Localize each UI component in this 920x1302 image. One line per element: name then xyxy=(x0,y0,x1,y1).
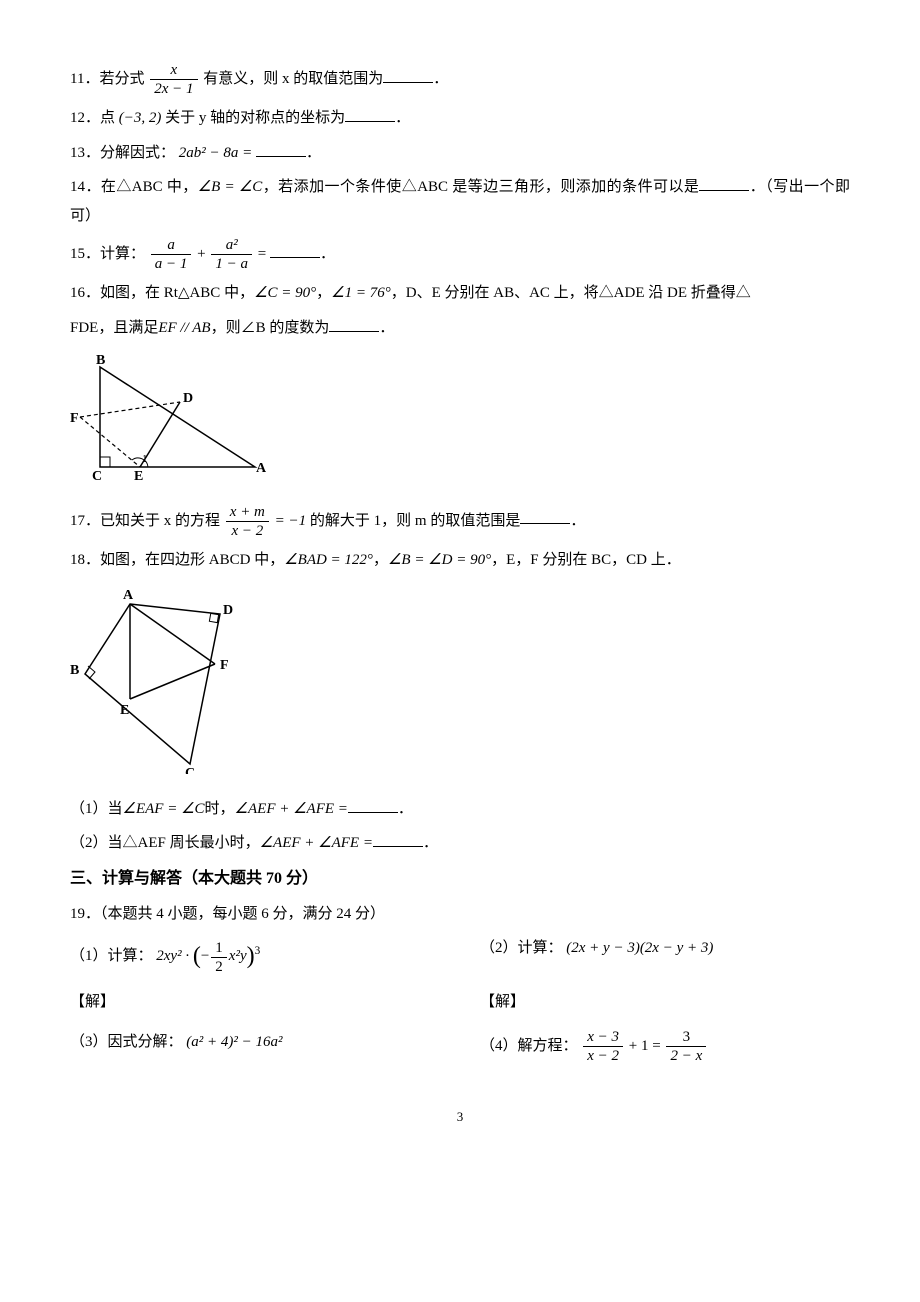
svg-text:B: B xyxy=(70,663,79,678)
question-14: 14．在△ABC 中，∠B = ∠C，若添加一个条件使△ABC 是等边三角形，则… xyxy=(70,173,850,230)
q13-num: 13． xyxy=(70,145,100,161)
question-16: 16．如图，在 Rt△ABC 中，∠C = 90°，∠1 = 76°，D、E 分… xyxy=(70,279,850,308)
question-18: 18．如图，在四边形 ABCD 中，∠BAD = 122°，∠B = ∠D = … xyxy=(70,546,850,575)
q15-num: 15． xyxy=(70,246,100,262)
svg-text:D: D xyxy=(223,603,233,618)
blank xyxy=(520,508,570,524)
question-18-sub2: （2）当△AEF 周长最小时，∠AEF + ∠AFE =． xyxy=(70,829,850,858)
q19-row2: （3）因式分解： (a² + 4)² − 16a² （4）解方程： x − 3 … xyxy=(70,1028,850,1065)
q19-sol-row1: 【解】 【解】 xyxy=(70,988,850,1017)
q19-row1: （1）计算： 2xy² · (−12x²y)3 （2）计算： (2x + y −… xyxy=(70,934,850,980)
q19-part3: （3）因式分解： (a² + 4)² − 16a² xyxy=(70,1028,440,1065)
q16-diagram: B F C E A D 1 xyxy=(70,352,850,493)
q19-num: 19． xyxy=(70,906,100,922)
q19-sol2: 【解】 xyxy=(480,988,850,1017)
q18-num: 18． xyxy=(70,552,100,568)
blank xyxy=(329,316,379,332)
question-12: 12．点 (−3, 2) 关于 y 轴的对称点的坐标为． xyxy=(70,104,850,133)
blank xyxy=(256,141,306,157)
blank xyxy=(383,67,433,83)
question-13: 13．分解因式： 2ab² − 8a = ． xyxy=(70,139,850,168)
svg-text:C: C xyxy=(185,766,195,774)
q11-num: 11． xyxy=(70,71,99,87)
blank xyxy=(373,831,423,847)
q19-sol1: 【解】 xyxy=(70,988,440,1017)
question-11: 11．若分式 x 2x − 1 有意义，则 x 的取值范围为． xyxy=(70,61,850,98)
page-number: 3 xyxy=(70,1105,850,1130)
q11-post: 有意义，则 x 的取值范围为 xyxy=(203,71,383,87)
q11-fraction: x 2x − 1 xyxy=(150,61,197,98)
q19-p4-frac2: 3 2 − x xyxy=(666,1028,706,1065)
question-16-line2: FDE，且满足EF // AB，则∠B 的度数为． xyxy=(70,314,850,343)
q15-frac1: a a − 1 xyxy=(151,236,192,273)
q11-pre: 若分式 xyxy=(99,71,144,87)
svg-text:1: 1 xyxy=(142,453,148,465)
q19-p4-frac1: x − 3 x − 2 xyxy=(583,1028,623,1065)
q17-num: 17． xyxy=(70,512,100,528)
blank xyxy=(699,175,749,191)
q12-num: 12． xyxy=(70,110,100,126)
question-15: 15．计算： a a − 1 + a² 1 − a = ． xyxy=(70,236,850,273)
svg-text:A: A xyxy=(256,461,267,476)
svg-text:D: D xyxy=(183,391,193,406)
q19-part1: （1）计算： 2xy² · (−12x²y)3 xyxy=(70,934,440,980)
svg-text:E: E xyxy=(120,703,129,718)
q15-frac2: a² 1 − a xyxy=(211,236,252,273)
blank xyxy=(348,797,398,813)
svg-text:A: A xyxy=(123,588,134,603)
q19-part2: （2）计算： (2x + y − 3)(2x − y + 3) xyxy=(480,934,850,980)
q19-p1-frac: 12 xyxy=(211,939,227,976)
q12-coord: (−3, 2) xyxy=(119,110,162,126)
svg-text:F: F xyxy=(70,411,79,426)
q18-diagram: A D B F E C xyxy=(70,584,850,785)
blank xyxy=(345,106,395,122)
svg-text:B: B xyxy=(96,353,105,368)
section-3-title: 三、计算与解答（本大题共 70 分） xyxy=(70,864,850,894)
q17-fraction: x + m x − 2 xyxy=(226,503,269,540)
question-19-header: 19．（本题共 4 小题，每小题 6 分，满分 24 分） xyxy=(70,900,850,929)
svg-text:E: E xyxy=(134,469,143,482)
q13-expr: 2ab² − 8a = xyxy=(179,145,253,161)
blank xyxy=(270,242,320,258)
q14-num: 14． xyxy=(70,179,101,195)
svg-text:F: F xyxy=(220,658,229,673)
question-17: 17．已知关于 x 的方程 x + m x − 2 = −1 的解大于 1，则 … xyxy=(70,503,850,540)
q19-part4: （4）解方程： x − 3 x − 2 + 1 = 3 2 − x xyxy=(480,1028,850,1065)
svg-text:C: C xyxy=(92,469,102,482)
question-18-sub1: （1）当∠EAF = ∠C时，∠AEF + ∠AFE =． xyxy=(70,795,850,824)
q16-num: 16． xyxy=(70,285,100,301)
